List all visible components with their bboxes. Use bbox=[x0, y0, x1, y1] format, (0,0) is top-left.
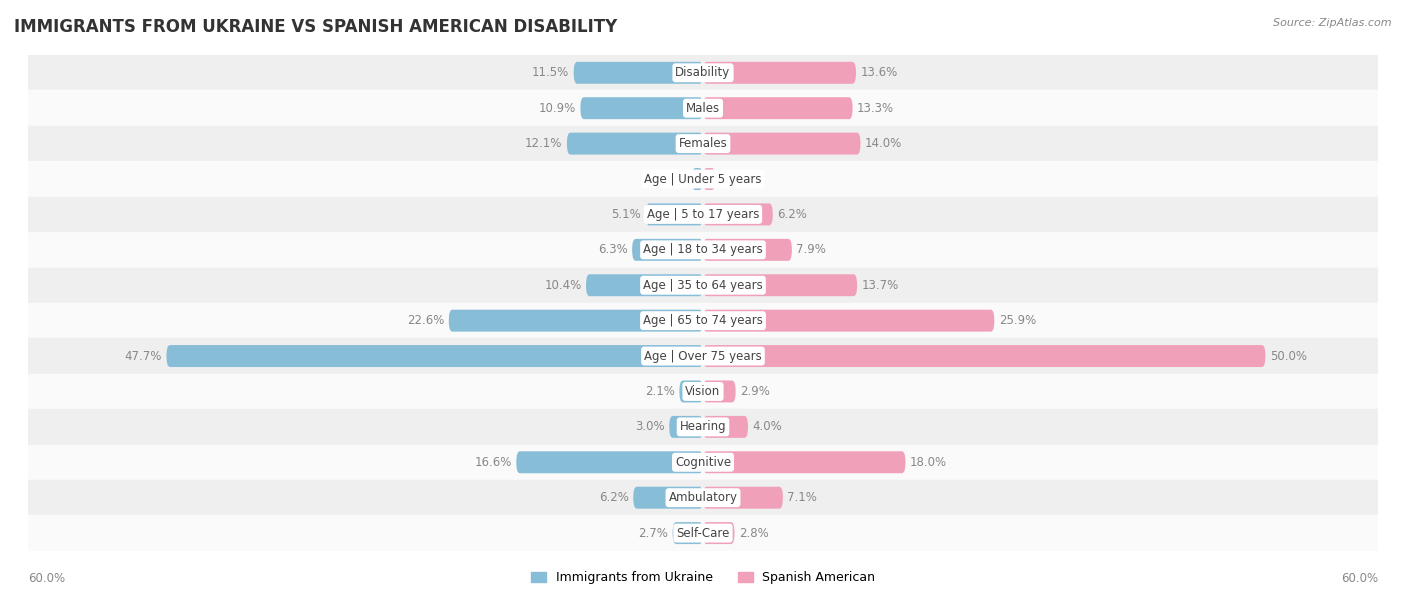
Text: 14.0%: 14.0% bbox=[865, 137, 903, 150]
Text: 10.9%: 10.9% bbox=[538, 102, 576, 114]
Text: 60.0%: 60.0% bbox=[28, 572, 65, 585]
Text: 2.8%: 2.8% bbox=[740, 526, 769, 540]
FancyBboxPatch shape bbox=[633, 487, 703, 509]
Text: 11.5%: 11.5% bbox=[531, 66, 569, 80]
Text: 6.2%: 6.2% bbox=[599, 491, 628, 504]
FancyBboxPatch shape bbox=[567, 133, 703, 155]
FancyBboxPatch shape bbox=[166, 345, 703, 367]
Text: 6.3%: 6.3% bbox=[598, 244, 627, 256]
Text: 50.0%: 50.0% bbox=[1270, 349, 1308, 362]
FancyBboxPatch shape bbox=[703, 62, 856, 84]
FancyBboxPatch shape bbox=[703, 381, 735, 403]
FancyBboxPatch shape bbox=[703, 239, 792, 261]
Text: 1.0%: 1.0% bbox=[658, 173, 688, 185]
Text: Age | Under 5 years: Age | Under 5 years bbox=[644, 173, 762, 185]
Bar bbox=[28, 162, 1378, 196]
Text: 5.1%: 5.1% bbox=[612, 208, 641, 221]
Text: 7.9%: 7.9% bbox=[796, 244, 827, 256]
FancyBboxPatch shape bbox=[692, 168, 703, 190]
FancyBboxPatch shape bbox=[633, 239, 703, 261]
Text: Self-Care: Self-Care bbox=[676, 526, 730, 540]
FancyBboxPatch shape bbox=[703, 274, 858, 296]
FancyBboxPatch shape bbox=[703, 310, 994, 332]
Text: Hearing: Hearing bbox=[679, 420, 727, 433]
Bar bbox=[28, 444, 1378, 480]
FancyBboxPatch shape bbox=[703, 133, 860, 155]
Text: 7.1%: 7.1% bbox=[787, 491, 817, 504]
Text: 47.7%: 47.7% bbox=[125, 349, 162, 362]
FancyBboxPatch shape bbox=[703, 451, 905, 473]
FancyBboxPatch shape bbox=[581, 97, 703, 119]
FancyBboxPatch shape bbox=[703, 97, 852, 119]
Text: Age | 65 to 74 years: Age | 65 to 74 years bbox=[643, 314, 763, 327]
Text: 22.6%: 22.6% bbox=[406, 314, 444, 327]
FancyBboxPatch shape bbox=[672, 522, 703, 544]
Text: 2.1%: 2.1% bbox=[645, 385, 675, 398]
Bar bbox=[28, 303, 1378, 338]
Text: Ambulatory: Ambulatory bbox=[668, 491, 738, 504]
Text: 6.2%: 6.2% bbox=[778, 208, 807, 221]
FancyBboxPatch shape bbox=[703, 203, 773, 225]
FancyBboxPatch shape bbox=[669, 416, 703, 438]
Text: Source: ZipAtlas.com: Source: ZipAtlas.com bbox=[1274, 18, 1392, 28]
FancyBboxPatch shape bbox=[574, 62, 703, 84]
Bar bbox=[28, 374, 1378, 409]
Legend: Immigrants from Ukraine, Spanish American: Immigrants from Ukraine, Spanish America… bbox=[526, 566, 880, 589]
FancyBboxPatch shape bbox=[449, 310, 703, 332]
Text: 4.0%: 4.0% bbox=[752, 420, 782, 433]
Text: 12.1%: 12.1% bbox=[524, 137, 562, 150]
Bar bbox=[28, 91, 1378, 126]
Text: 13.6%: 13.6% bbox=[860, 66, 897, 80]
Bar bbox=[28, 55, 1378, 91]
Text: 10.4%: 10.4% bbox=[544, 278, 582, 292]
Text: 13.3%: 13.3% bbox=[858, 102, 894, 114]
Text: 16.6%: 16.6% bbox=[474, 456, 512, 469]
Bar bbox=[28, 480, 1378, 515]
FancyBboxPatch shape bbox=[703, 522, 734, 544]
FancyBboxPatch shape bbox=[703, 345, 1265, 367]
FancyBboxPatch shape bbox=[703, 416, 748, 438]
FancyBboxPatch shape bbox=[703, 168, 716, 190]
Text: Males: Males bbox=[686, 102, 720, 114]
FancyBboxPatch shape bbox=[586, 274, 703, 296]
Text: Age | 18 to 34 years: Age | 18 to 34 years bbox=[643, 244, 763, 256]
Text: Cognitive: Cognitive bbox=[675, 456, 731, 469]
Text: 1.1%: 1.1% bbox=[720, 173, 749, 185]
Text: Females: Females bbox=[679, 137, 727, 150]
Text: Age | 5 to 17 years: Age | 5 to 17 years bbox=[647, 208, 759, 221]
Text: 13.7%: 13.7% bbox=[862, 278, 898, 292]
Text: Disability: Disability bbox=[675, 66, 731, 80]
Text: Age | Over 75 years: Age | Over 75 years bbox=[644, 349, 762, 362]
FancyBboxPatch shape bbox=[645, 203, 703, 225]
Text: 2.7%: 2.7% bbox=[638, 526, 668, 540]
Text: Vision: Vision bbox=[685, 385, 721, 398]
Text: 18.0%: 18.0% bbox=[910, 456, 948, 469]
Text: Age | 35 to 64 years: Age | 35 to 64 years bbox=[643, 278, 763, 292]
Bar bbox=[28, 338, 1378, 374]
Bar bbox=[28, 515, 1378, 551]
Bar bbox=[28, 126, 1378, 162]
FancyBboxPatch shape bbox=[516, 451, 703, 473]
Bar bbox=[28, 196, 1378, 232]
Text: 25.9%: 25.9% bbox=[998, 314, 1036, 327]
FancyBboxPatch shape bbox=[703, 487, 783, 509]
Text: 3.0%: 3.0% bbox=[636, 420, 665, 433]
Text: 60.0%: 60.0% bbox=[1341, 572, 1378, 585]
Text: 2.9%: 2.9% bbox=[740, 385, 770, 398]
Bar bbox=[28, 409, 1378, 444]
Text: IMMIGRANTS FROM UKRAINE VS SPANISH AMERICAN DISABILITY: IMMIGRANTS FROM UKRAINE VS SPANISH AMERI… bbox=[14, 18, 617, 36]
Bar bbox=[28, 232, 1378, 267]
FancyBboxPatch shape bbox=[679, 381, 703, 403]
Bar bbox=[28, 267, 1378, 303]
